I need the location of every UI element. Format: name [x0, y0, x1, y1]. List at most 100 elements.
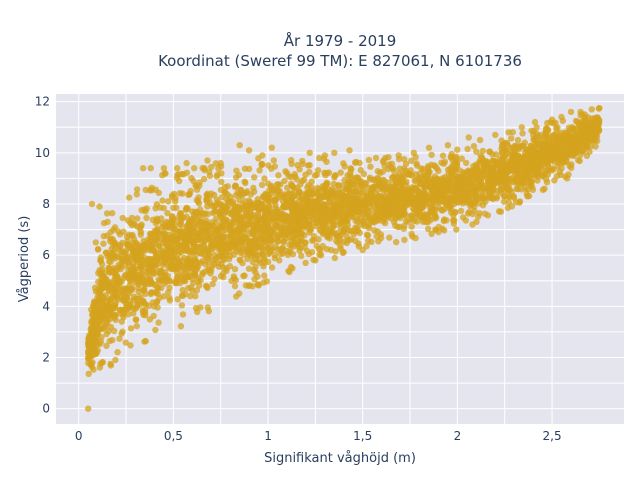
data-point — [406, 199, 413, 207]
data-point — [475, 213, 482, 220]
data-point — [409, 233, 416, 240]
data-point — [109, 242, 117, 249]
data-point — [379, 218, 386, 225]
data-point — [379, 168, 386, 175]
data-point — [403, 178, 410, 185]
data-point — [90, 344, 97, 352]
data-point — [245, 147, 253, 154]
data-point — [413, 162, 421, 169]
data-point — [288, 160, 295, 168]
data-point — [317, 252, 325, 259]
data-point — [204, 157, 211, 164]
data-point — [541, 142, 548, 150]
data-point — [470, 143, 478, 150]
data-point — [99, 293, 107, 301]
data-point — [352, 198, 359, 206]
data-point — [586, 148, 593, 155]
data-point — [309, 198, 317, 206]
data-point — [169, 243, 176, 251]
data-point — [447, 202, 454, 210]
data-point — [174, 296, 181, 303]
data-point — [164, 209, 171, 217]
data-point — [195, 275, 202, 282]
data-point — [363, 192, 370, 199]
data-point — [161, 236, 168, 243]
data-point — [258, 161, 265, 169]
data-point — [147, 165, 154, 172]
data-point — [207, 270, 214, 277]
data-point — [111, 224, 119, 231]
data-point — [255, 257, 262, 264]
data-point — [425, 176, 432, 183]
x-tick-label: 2 — [454, 429, 462, 443]
data-point — [207, 228, 214, 235]
data-point — [112, 300, 119, 307]
data-point — [347, 174, 355, 181]
data-point — [548, 116, 556, 123]
x-axis-title: Signifikant våghöjd (m) — [264, 451, 416, 466]
data-point — [479, 147, 487, 155]
data-point — [252, 269, 259, 277]
data-point — [511, 148, 519, 155]
data-point — [223, 242, 230, 249]
data-point — [458, 155, 465, 162]
data-point — [119, 290, 127, 297]
data-point — [108, 295, 115, 302]
data-point — [189, 208, 196, 215]
data-point — [153, 288, 160, 295]
data-point — [439, 187, 446, 194]
data-point — [408, 157, 415, 164]
data-point — [504, 149, 512, 156]
data-point — [85, 370, 92, 377]
data-point — [91, 284, 99, 291]
data-point — [120, 311, 127, 318]
data-point — [146, 230, 154, 238]
data-point — [188, 265, 196, 272]
data-point — [181, 276, 188, 283]
data-point — [94, 318, 101, 326]
data-point — [318, 212, 325, 219]
data-point — [480, 195, 488, 202]
data-point — [302, 190, 309, 197]
data-point — [553, 151, 561, 159]
data-point — [94, 246, 102, 253]
data-point — [393, 238, 400, 246]
data-point — [528, 162, 535, 170]
data-point — [560, 151, 567, 158]
data-point — [444, 142, 452, 149]
data-point — [428, 151, 435, 158]
data-point — [133, 191, 140, 198]
data-point — [218, 248, 225, 255]
data-point — [484, 175, 492, 182]
data-point — [352, 158, 360, 166]
data-point — [182, 231, 189, 238]
data-point — [337, 169, 344, 176]
data-point — [185, 246, 193, 254]
data-point — [349, 213, 356, 220]
data-point — [342, 194, 349, 202]
data-point — [178, 302, 186, 309]
data-point — [152, 205, 159, 212]
data-point — [179, 311, 187, 318]
data-point — [212, 160, 220, 167]
data-point — [192, 251, 200, 258]
data-point — [143, 214, 150, 222]
data-point — [216, 240, 223, 247]
data-point — [508, 135, 515, 142]
data-point — [390, 218, 398, 225]
data-point — [322, 225, 330, 232]
data-point — [266, 249, 273, 257]
data-point — [122, 339, 129, 346]
data-point — [126, 297, 133, 305]
x-tick-label: 2,5 — [543, 429, 562, 443]
data-point — [116, 282, 123, 289]
data-point — [505, 186, 512, 194]
data-point — [301, 222, 308, 229]
data-point — [488, 171, 495, 178]
y-tick-label: 6 — [42, 248, 50, 262]
data-point — [261, 272, 268, 279]
data-point — [545, 138, 553, 145]
data-point — [457, 207, 465, 215]
data-point — [433, 214, 440, 221]
data-point — [533, 150, 540, 157]
